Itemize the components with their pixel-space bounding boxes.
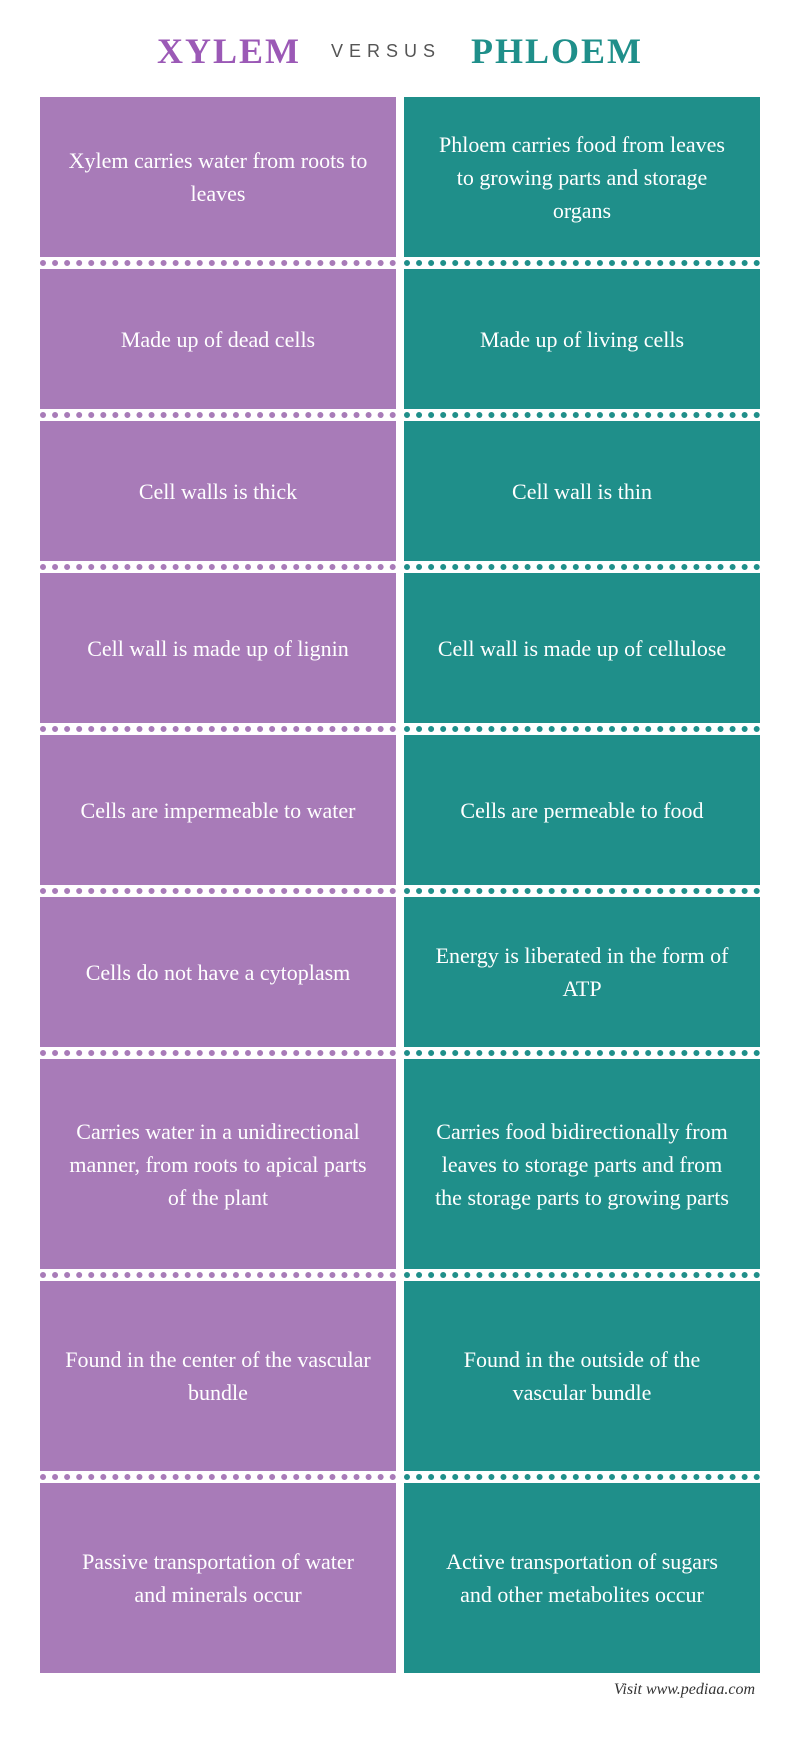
xylem-cell: Xylem carries water from roots to leaves [40, 97, 396, 257]
xylem-cell: Cells are impermeable to water [40, 735, 396, 885]
header: XYLEM VERSUS PHLOEM [40, 30, 760, 72]
row-divider [404, 412, 760, 418]
row-divider [404, 888, 760, 894]
row-divider [40, 564, 396, 570]
comparison-columns: Xylem carries water from roots to leaves… [40, 97, 760, 1673]
row-divider [404, 726, 760, 732]
phloem-cell: Energy is liberated in the form of ATP [404, 897, 760, 1047]
xylem-cell: Found in the center of the vascular bund… [40, 1281, 396, 1471]
row-divider [404, 1272, 760, 1278]
xylem-column: Xylem carries water from roots to leaves… [40, 97, 396, 1673]
row-divider [40, 1272, 396, 1278]
row-divider [404, 564, 760, 570]
phloem-cell: Found in the outside of the vascular bun… [404, 1281, 760, 1471]
xylem-cell: Cell walls is thick [40, 421, 396, 561]
phloem-cell: Cell wall is thin [404, 421, 760, 561]
xylem-cell: Cells do not have a cytoplasm [40, 897, 396, 1047]
footer-credit: Visit www.pediaa.com [40, 1681, 760, 1699]
row-divider [40, 1050, 396, 1056]
row-divider [40, 888, 396, 894]
phloem-cell: Made up of living cells [404, 269, 760, 409]
phloem-cell: Cell wall is made up of cellulose [404, 573, 760, 723]
phloem-cell: Carries food bidirectionally from leaves… [404, 1059, 760, 1269]
left-title: XYLEM [157, 30, 301, 72]
xylem-cell: Cell wall is made up of lignin [40, 573, 396, 723]
xylem-cell: Passive transportation of water and mine… [40, 1483, 396, 1673]
phloem-column: Phloem carries food from leaves to growi… [404, 97, 760, 1673]
row-divider [40, 1474, 396, 1480]
row-divider [404, 1474, 760, 1480]
row-divider [40, 412, 396, 418]
row-divider [404, 1050, 760, 1056]
xylem-cell: Made up of dead cells [40, 269, 396, 409]
row-divider [404, 260, 760, 266]
versus-label: VERSUS [331, 41, 441, 62]
right-title: PHLOEM [471, 30, 643, 72]
row-divider [40, 726, 396, 732]
xylem-cell: Carries water in a unidirectional manner… [40, 1059, 396, 1269]
phloem-cell: Active transportation of sugars and othe… [404, 1483, 760, 1673]
comparison-infographic: XYLEM VERSUS PHLOEM Xylem carries water … [0, 0, 800, 1719]
phloem-cell: Cells are permeable to food [404, 735, 760, 885]
phloem-cell: Phloem carries food from leaves to growi… [404, 97, 760, 257]
row-divider [40, 260, 396, 266]
